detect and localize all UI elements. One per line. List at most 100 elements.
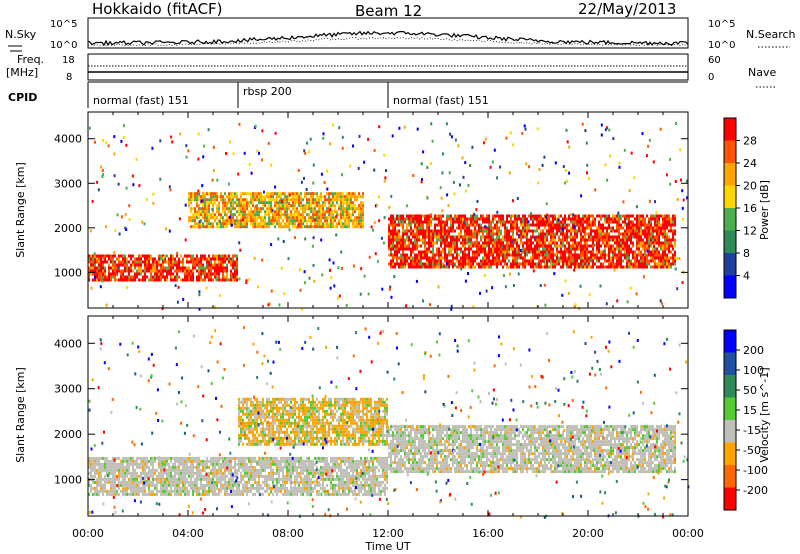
- heatmap-cell: [218, 225, 220, 229]
- heatmap-cell: [278, 192, 280, 196]
- heatmap-cell: [200, 199, 203, 203]
- heatmap-cell: [108, 462, 110, 466]
- heatmap-cell: [492, 259, 494, 263]
- heatmap-cell: [136, 275, 138, 279]
- heatmap-cell: [218, 207, 220, 211]
- heatmap-cell: [614, 247, 616, 251]
- heatmap-cell: [658, 259, 660, 263]
- heatmap-cell: [543, 283, 546, 287]
- heatmap-cell: [165, 227, 168, 231]
- heatmap-cell: [208, 198, 210, 202]
- heatmap-cell: [318, 195, 320, 199]
- heatmap-cell: [608, 253, 610, 257]
- heatmap-cell: [206, 222, 208, 226]
- heatmap-cell: [628, 250, 630, 254]
- heatmap-cell: [118, 486, 120, 490]
- heatmap-cell: [128, 477, 130, 481]
- heatmap-cell: [152, 492, 154, 496]
- heatmap-cell: [528, 165, 530, 169]
- heatmap-cell: [554, 259, 556, 263]
- heatmap-cell: [598, 235, 600, 239]
- heatmap-cell: [162, 254, 164, 258]
- heatmap-cell: [414, 265, 416, 269]
- heatmap-cell: [292, 216, 294, 220]
- heatmap-cell: [118, 232, 121, 236]
- heatmap-cell: [198, 471, 200, 475]
- heatmap-cell: [410, 214, 412, 218]
- heatmap-cell: [458, 259, 460, 263]
- heatmap-cell: [406, 238, 408, 242]
- heatmap-cell: [192, 278, 194, 282]
- heatmap-cell: [160, 483, 162, 487]
- heatmap-cell: [226, 263, 228, 267]
- heatmap-cell: [461, 156, 464, 160]
- heatmap-cell: [656, 256, 658, 260]
- heatmap-cell: [518, 265, 520, 269]
- heatmap-cell: [383, 216, 386, 220]
- heatmap-cell: [220, 266, 222, 270]
- heatmap-cell: [362, 201, 364, 205]
- heatmap-cell: [316, 201, 318, 205]
- heatmap-cell: [114, 477, 116, 481]
- heatmap-cell: [138, 474, 140, 478]
- heatmap-cell: [480, 250, 482, 254]
- heatmap-cell: [532, 256, 534, 260]
- heatmap-cell: [346, 210, 348, 214]
- heatmap-cell: [568, 223, 570, 227]
- heatmap-cell: [168, 272, 170, 276]
- heatmap-cell: [320, 225, 322, 229]
- heatmap-cell: [162, 471, 164, 475]
- heatmap-cell: [466, 226, 468, 230]
- heatmap-cell: [520, 238, 522, 242]
- heatmap-cell: [538, 214, 540, 218]
- heatmap-cell: [110, 489, 112, 493]
- heatmap-cell: [562, 235, 564, 239]
- heatmap-cell: [666, 247, 668, 251]
- heatmap-cell: [112, 492, 114, 496]
- heatmap-cell: [540, 244, 542, 248]
- heatmap-cell: [518, 214, 520, 218]
- heatmap-cell: [394, 223, 396, 227]
- heatmap-cell: [182, 297, 185, 301]
- heatmap-cell: [634, 265, 636, 269]
- heatmap-cell: [170, 468, 172, 472]
- heatmap-cell: [506, 226, 508, 230]
- heatmap-cell: [430, 223, 432, 227]
- heatmap-cell: [88, 471, 90, 475]
- heatmap-cell: [304, 216, 306, 220]
- heatmap-cell: [603, 249, 606, 253]
- heatmap-cell: [546, 220, 548, 224]
- heatmap-cell: [526, 229, 528, 233]
- heatmap-cell: [198, 210, 200, 214]
- heatmap-cell: [414, 235, 416, 239]
- heatmap-cell: [196, 465, 198, 469]
- heatmap-cell: [88, 275, 90, 279]
- heatmap-cell: [192, 459, 194, 463]
- heatmap-cell: [406, 256, 408, 260]
- heatmap-cell: [338, 198, 340, 202]
- heatmap-cell: [158, 459, 160, 463]
- heatmap-cell: [96, 254, 98, 258]
- heatmap-cell: [230, 483, 232, 487]
- heatmap-cell: [638, 253, 640, 257]
- heatmap-cell: [384, 176, 387, 180]
- heatmap-cell: [268, 198, 270, 202]
- heatmap-cell: [544, 217, 546, 221]
- heatmap-cell: [566, 235, 568, 239]
- heatmap-cell: [134, 272, 136, 276]
- heatmap-cell: [546, 229, 548, 233]
- heatmap-cell: [154, 459, 156, 463]
- heatmap-cell: [648, 138, 651, 142]
- heatmap-cell: [216, 456, 218, 460]
- heatmap-cell: [566, 217, 568, 221]
- heatmap-cell: [630, 241, 632, 245]
- heatmap-cell: [172, 278, 174, 282]
- heatmap-cell: [232, 480, 234, 484]
- heatmap-cell: [518, 256, 520, 260]
- heatmap-cell: [336, 210, 338, 214]
- freq-panel-frame: [87, 53, 689, 81]
- heatmap-cell: [652, 253, 654, 257]
- heatmap-cell: [606, 265, 608, 269]
- heatmap-cell: [222, 269, 224, 273]
- heatmap-cell: [214, 260, 216, 264]
